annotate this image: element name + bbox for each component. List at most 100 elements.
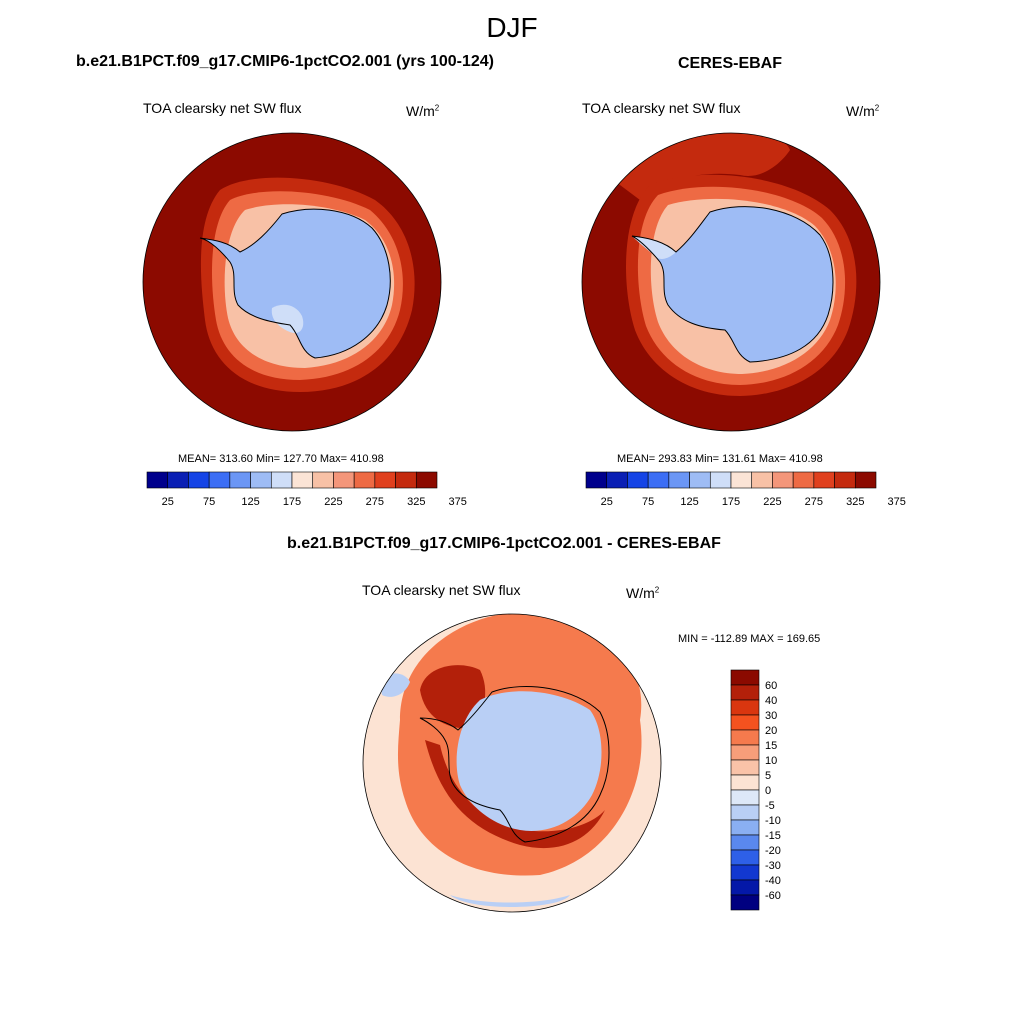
colorbar-tick-label: 60 xyxy=(765,680,777,692)
colorbar-tick-label: -30 xyxy=(765,860,781,872)
hot-anomaly-region xyxy=(420,665,486,729)
colorbar-swatch xyxy=(709,471,732,489)
colorbar-tick-label: 20 xyxy=(765,725,777,737)
colorbar-tick-label: 30 xyxy=(765,710,777,722)
colorbar-swatch xyxy=(208,471,231,489)
colorbar-swatch xyxy=(751,471,773,489)
colorbar-swatch xyxy=(730,471,753,489)
colorbar-swatch xyxy=(730,699,760,716)
colorbar-swatch xyxy=(353,471,376,489)
cool-anomaly-south xyxy=(450,895,570,908)
colorbar-tick-label: -15 xyxy=(765,830,781,842)
map-ceres xyxy=(581,132,881,432)
colorbar-tick-label: -40 xyxy=(765,875,781,887)
colorbar-tick-label: 375 xyxy=(449,496,467,508)
panel-1-stats: MEAN= 313.60 Min= 127.70 Max= 410.98 xyxy=(178,453,384,465)
colorbar-tick-label: 175 xyxy=(283,496,301,508)
colorbar-tick-label: 75 xyxy=(203,496,215,508)
colorbar-swatch xyxy=(730,819,760,836)
colorbar-swatch xyxy=(834,471,856,489)
colorbar-swatch xyxy=(585,471,608,489)
colorbar-swatch xyxy=(668,471,690,489)
antarctic-ice-sheet xyxy=(632,206,833,362)
colorbar-tick-label: 225 xyxy=(763,496,781,508)
difference-units: W/m2 xyxy=(626,585,660,601)
difference-variable: TOA clearsky net SW flux xyxy=(362,582,521,598)
colorbar-tick-label: 125 xyxy=(680,496,698,508)
colorbar-tick-label: 5 xyxy=(765,770,771,782)
colorbar-tick-label: 325 xyxy=(407,496,425,508)
colorbar-swatch xyxy=(689,471,711,489)
colorbar-ceres: 25 75 125 175 225 275 325 375 xyxy=(585,471,906,508)
map-difference xyxy=(362,613,662,913)
colorbar-tick-label: 275 xyxy=(366,496,384,508)
colorbar-tick-label: -5 xyxy=(765,800,775,812)
colorbar-swatch xyxy=(854,471,877,489)
ross-ice-shelf xyxy=(271,304,304,334)
colorbar-swatch xyxy=(730,804,760,821)
colorbar-tick-label: 15 xyxy=(765,740,777,752)
colorbar-swatch xyxy=(229,471,251,489)
map-border xyxy=(581,132,881,432)
season-title: DJF xyxy=(486,12,538,43)
colorbar-swatch xyxy=(188,471,210,489)
colorbar-swatch xyxy=(395,471,417,489)
colorbar-tick-label: 10 xyxy=(765,755,777,767)
colorbar-swatch xyxy=(730,789,760,806)
panel-1-title: b.e21.B1PCT.f09_g17.CMIP6-1pctCO2.001 (y… xyxy=(76,53,494,70)
panel-1-variable: TOA clearsky net SW flux xyxy=(143,100,302,116)
panel-1-units: W/m2 xyxy=(406,103,440,119)
colorbar-tick-label: 375 xyxy=(888,496,906,508)
colorbar-tick-label: 325 xyxy=(846,496,864,508)
colorbar-swatch xyxy=(730,894,760,911)
colorbar-swatch xyxy=(730,729,760,746)
colorbar-swatch xyxy=(730,744,760,761)
colorbar-swatch xyxy=(374,471,396,489)
colorbar-swatch xyxy=(415,471,438,489)
coastline xyxy=(419,686,610,843)
panel-2-variable: TOA clearsky net SW flux xyxy=(582,100,741,116)
difference-title: b.e21.B1PCT.f09_g17.CMIP6-1pctCO2.001 - … xyxy=(287,535,721,552)
colorbar-tick-label: 225 xyxy=(324,496,342,508)
colorbar-swatch xyxy=(730,879,760,896)
colorbar-difference: 60 40 30 20 15 10 5 0 -5 -10 -15 -20 -30 -40 -60 xyxy=(730,669,781,911)
colorbar-tick-label: -20 xyxy=(765,845,781,857)
map-border xyxy=(142,132,442,432)
antarctic-ice-sheet xyxy=(200,209,391,358)
colorbar-swatch xyxy=(312,471,334,489)
peninsula-ice xyxy=(632,236,676,259)
colorbar-swatch xyxy=(730,834,760,851)
colorbar-swatch xyxy=(730,714,760,731)
colorbar-tick-label: -10 xyxy=(765,815,781,827)
colorbar-tick-label: 275 xyxy=(805,496,823,508)
colorbar-swatch xyxy=(730,849,760,866)
colorbar-swatch xyxy=(730,774,760,791)
map-model xyxy=(142,132,442,432)
colorbar-swatch xyxy=(772,471,794,489)
colorbar-tick-label: 25 xyxy=(162,496,174,508)
colorbar-tick-label: 125 xyxy=(241,496,259,508)
colorbar-swatch xyxy=(167,471,189,489)
colorbar-tick-label: 75 xyxy=(642,496,654,508)
colorbar-swatch xyxy=(813,471,835,489)
panel-2-stats: MEAN= 293.83 Min= 131.61 Max= 410.98 xyxy=(617,453,823,465)
colorbar-swatch xyxy=(291,471,314,489)
colorbar-swatch xyxy=(730,759,760,776)
colorbar-tick-label: 40 xyxy=(765,695,777,707)
colorbar-swatch xyxy=(792,471,815,489)
colorbar-swatch xyxy=(730,684,760,701)
colorbar-swatch xyxy=(647,471,670,489)
coastline xyxy=(199,208,391,359)
colorbar-swatch xyxy=(730,669,760,686)
colorbar-swatch xyxy=(333,471,355,489)
colorbar-tick-label: -60 xyxy=(765,890,781,902)
difference-minmax: MIN = -112.89 MAX = 169.65 xyxy=(678,633,821,645)
colorbar-swatch xyxy=(606,471,628,489)
colorbar-swatch xyxy=(270,471,293,489)
colorbar-swatch xyxy=(730,864,760,881)
colorbar-tick-label: 0 xyxy=(765,785,771,797)
map-border xyxy=(362,613,662,913)
colorbar-swatch xyxy=(146,471,169,489)
panel-2-title: CERES-EBAF xyxy=(678,55,783,72)
